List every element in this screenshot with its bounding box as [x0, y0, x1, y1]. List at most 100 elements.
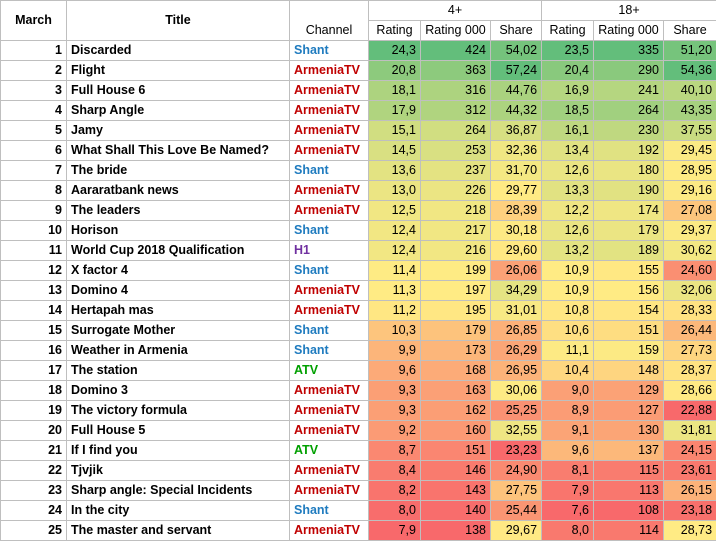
- s18-cell: 30,62: [663, 240, 716, 261]
- channel-cell: ATV: [289, 360, 369, 381]
- table-row: 12 X factor 4 Shant 11,4 199 26,06 10,9 155 24,6…: [0, 260, 716, 281]
- s4-cell: 29,60: [489, 240, 543, 261]
- s18-cell: 28,73: [663, 520, 716, 541]
- k4-cell: 312: [420, 100, 491, 121]
- group-4plus-header: 4+: [367, 0, 543, 21]
- rank-cell: 20: [0, 420, 67, 441]
- title-cell: The victory formula: [66, 400, 290, 421]
- k18-cell: 154: [593, 300, 665, 321]
- title-cell: The station: [66, 360, 290, 381]
- k18-cell: 148: [593, 360, 665, 381]
- r18-cell: 9,6: [541, 440, 595, 461]
- title-cell: Weather in Armenia: [66, 340, 290, 361]
- r4-cell: 8,0: [368, 500, 421, 521]
- k18-cell: 108: [593, 500, 665, 521]
- r4-cell: 12,4: [368, 220, 421, 241]
- table-row: 7 The bride Shant 13,6 237 31,70 12,6 180 28,95: [0, 160, 716, 181]
- table-row: 6 What Shall This Love Be Named? ArmeniaTV…: [0, 140, 716, 161]
- rank-cell: 17: [0, 360, 67, 381]
- r18-cell: 8,0: [541, 520, 595, 541]
- r18-cell: 7,9: [541, 480, 595, 501]
- rank-cell: 7: [0, 160, 67, 181]
- s4-cell: 44,76: [489, 80, 543, 101]
- r18-cell: 18,5: [541, 100, 595, 121]
- rating-4-header: Rating: [368, 20, 421, 41]
- r18-cell: 13,4: [541, 140, 595, 161]
- k18-cell: 137: [593, 440, 665, 461]
- s18-cell: 29,37: [663, 220, 716, 241]
- s18-cell: 24,60: [663, 260, 716, 281]
- channel-cell: ArmeniaTV: [289, 400, 369, 421]
- rank-cell: 8: [0, 180, 67, 201]
- s4-cell: 26,85: [489, 320, 543, 341]
- table-row: 13 Domino 4 ArmeniaTV 11,3 197 34,29 10,9 156 32…: [0, 280, 716, 301]
- title-cell: Sharp Angle: [66, 100, 290, 121]
- channel-cell: H1: [289, 240, 369, 261]
- channel-cell: ArmeniaTV: [289, 300, 369, 321]
- channel-cell: ATV: [289, 440, 369, 461]
- channel-cell: Shant: [289, 220, 369, 241]
- rank-cell: 11: [0, 240, 67, 261]
- s18-cell: 26,15: [663, 480, 716, 501]
- k18-cell: 130: [593, 420, 665, 441]
- r18-cell: 16,9: [541, 80, 595, 101]
- table-row: 14 Hertapah mas ArmeniaTV 11,2 195 31,01 10,8 1…: [0, 300, 716, 321]
- k18-cell: 155: [593, 260, 665, 281]
- k18-cell: 241: [593, 80, 665, 101]
- k4-cell: 173: [420, 340, 491, 361]
- r18-cell: 9,1: [541, 420, 595, 441]
- r4-cell: 13,6: [368, 160, 421, 181]
- channel-header: Channel: [289, 0, 369, 41]
- channel-cell: ArmeniaTV: [289, 140, 369, 161]
- group-18plus-header: 18+: [541, 0, 716, 21]
- r4-cell: 12,4: [368, 240, 421, 261]
- title-cell: Domino 4: [66, 280, 290, 301]
- rank-cell: 15: [0, 320, 67, 341]
- channel-cell: Shant: [289, 320, 369, 341]
- r18-cell: 8,1: [541, 460, 595, 481]
- s4-cell: 32,55: [489, 420, 543, 441]
- title-cell: The master and servant: [66, 520, 290, 541]
- s18-cell: 23,61: [663, 460, 716, 481]
- channel-cell: ArmeniaTV: [289, 520, 369, 541]
- k4-cell: 195: [420, 300, 491, 321]
- s4-cell: 29,77: [489, 180, 543, 201]
- r4-cell: 18,1: [368, 80, 421, 101]
- rating000-18-header: Rating 000: [593, 20, 665, 41]
- title-cell: The bride: [66, 160, 290, 181]
- rank-cell: 13: [0, 280, 67, 301]
- table-row: 24 In the city Shant 8,0 140 25,44 7,6 108 23,18: [0, 500, 716, 521]
- k4-cell: 179: [420, 320, 491, 341]
- rating000-4-header: Rating 000: [420, 20, 491, 41]
- rank-cell: 18: [0, 380, 67, 401]
- s4-cell: 31,70: [489, 160, 543, 181]
- k18-cell: 230: [593, 120, 665, 141]
- rank-cell: 22: [0, 460, 67, 481]
- k18-cell: 174: [593, 200, 665, 221]
- table-row: 25 The master and servant ArmeniaTV 7,9 138 2…: [0, 520, 716, 541]
- s18-cell: 24,15: [663, 440, 716, 461]
- r4-cell: 24,3: [368, 40, 421, 61]
- s18-cell: 37,55: [663, 120, 716, 141]
- title-cell: Full House 5: [66, 420, 290, 441]
- s4-cell: 44,32: [489, 100, 543, 121]
- r18-cell: 7,6: [541, 500, 595, 521]
- s4-cell: 26,29: [489, 340, 543, 361]
- k18-cell: 129: [593, 380, 665, 401]
- rank-cell: 3: [0, 80, 67, 101]
- channel-cell: Shant: [289, 500, 369, 521]
- r4-cell: 11,4: [368, 260, 421, 281]
- title-cell: What Shall This Love Be Named?: [66, 140, 290, 161]
- channel-cell: ArmeniaTV: [289, 480, 369, 501]
- title-cell: Surrogate Mother: [66, 320, 290, 341]
- k18-cell: 115: [593, 460, 665, 481]
- channel-cell: ArmeniaTV: [289, 80, 369, 101]
- title-cell: If I find you: [66, 440, 290, 461]
- k4-cell: 237: [420, 160, 491, 181]
- title-cell: Hertapah mas: [66, 300, 290, 321]
- s18-cell: 51,20: [663, 40, 716, 61]
- table-row: 18 Domino 3 ArmeniaTV 9,3 163 30,06 9,0 129 28,6…: [0, 380, 716, 401]
- share-4-header: Share: [489, 20, 543, 41]
- k4-cell: 218: [420, 200, 491, 221]
- s4-cell: 27,75: [489, 480, 543, 501]
